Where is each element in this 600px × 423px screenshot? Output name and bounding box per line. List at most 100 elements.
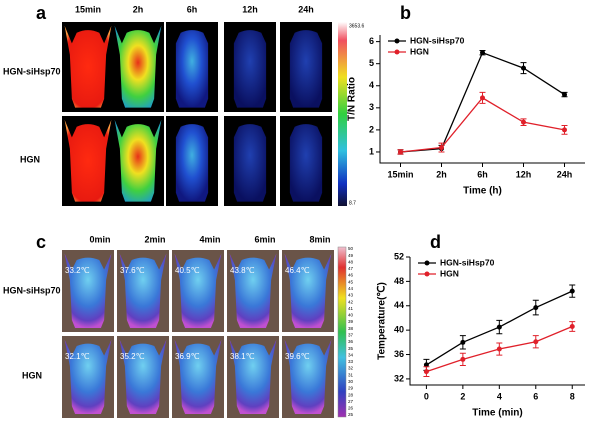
colorbar-tick-label: 50 <box>348 246 354 251</box>
mouse <box>229 253 277 328</box>
colorbar-tick-label: 44 <box>348 286 354 291</box>
colorbar-tick-label: 31 <box>348 372 354 377</box>
y-tick-label: 32 <box>394 373 404 383</box>
mouse <box>64 253 112 328</box>
y-tick-label: 2 <box>369 124 374 134</box>
temperature-label: 38.1℃ <box>230 352 255 361</box>
column-label: 4min <box>199 234 220 244</box>
column-label: 6h <box>187 4 198 14</box>
x-tick-label: 6 <box>533 391 538 401</box>
legend-label: HGN-siHsp70 <box>440 257 495 267</box>
colorbar-tick-label: 36 <box>348 339 354 344</box>
mouse <box>119 253 167 328</box>
column-label: 24h <box>298 4 314 14</box>
x-tick-label: 0 <box>424 391 429 401</box>
marker <box>533 305 539 311</box>
colorbar-tick-label: 29 <box>348 386 354 391</box>
marker <box>496 346 502 352</box>
mouse <box>174 253 222 328</box>
column-label: 15min <box>75 4 101 14</box>
y-tick-label: 36 <box>394 349 404 359</box>
legend-label: HGN <box>410 46 429 56</box>
colorbar-tick-label: 26 <box>348 406 354 411</box>
mouse <box>229 339 277 414</box>
mouse <box>284 253 332 328</box>
marker <box>480 95 485 101</box>
row-label: HGN-siHsp70 <box>3 66 61 76</box>
marker <box>423 362 429 368</box>
marker <box>569 323 575 329</box>
y-tick-label: 44 <box>394 300 404 310</box>
colorbar-tick-label: 35 <box>348 346 354 351</box>
legend-marker <box>424 260 430 266</box>
colorbar-tick-label: 32 <box>348 366 354 371</box>
marker <box>439 145 444 151</box>
x-axis-label: Time (min) <box>472 408 522 419</box>
temperature-label: 39.6℃ <box>285 352 310 361</box>
colorbar-tick-label: 33 <box>348 359 354 364</box>
mouse <box>289 124 323 202</box>
colorbar <box>338 22 347 206</box>
x-tick-label: 12h <box>516 169 532 179</box>
series-line <box>400 97 565 153</box>
y-tick-label: 6 <box>369 36 374 46</box>
mouse <box>175 124 209 202</box>
marker <box>521 119 526 125</box>
marker <box>521 65 526 71</box>
mouse <box>114 119 162 202</box>
marker <box>562 92 567 98</box>
mouse <box>114 25 162 108</box>
legend-marker <box>394 49 400 55</box>
marker <box>496 324 502 330</box>
colorbar-tick-label: 39 <box>348 319 354 324</box>
colorbar-tick-label: 47 <box>348 266 354 271</box>
y-axis-label: T/N Ratio <box>347 77 358 121</box>
column-label: 12h <box>242 4 258 14</box>
colorbar-tick-label: 41 <box>348 306 354 311</box>
colorbar-tick-label: 48 <box>348 259 354 264</box>
colorbar-tick-label: 27 <box>348 399 354 404</box>
marker <box>569 288 575 294</box>
colorbar-tick-label: 34 <box>348 352 354 357</box>
panel-label: b <box>400 3 411 23</box>
x-tick-label: 6h <box>477 169 488 179</box>
axis <box>409 257 585 386</box>
row-label: HGN <box>20 154 40 164</box>
colorbar-tick-label: 43 <box>348 293 354 298</box>
y-tick-label: 5 <box>369 58 374 68</box>
mouse <box>64 339 112 414</box>
axis <box>379 35 585 164</box>
column-label: 2min <box>144 234 165 244</box>
mouse <box>284 339 332 414</box>
column-label: 6min <box>254 234 275 244</box>
panel-label: a <box>36 3 47 23</box>
marker <box>480 50 485 56</box>
column-label: 0min <box>89 234 110 244</box>
temperature-label: 46.4℃ <box>285 266 310 275</box>
colorbar-tick-label: 28 <box>348 392 354 397</box>
y-tick-label: 1 <box>369 146 374 156</box>
colorbar-label: 3653.6 <box>349 23 365 29</box>
legend-marker <box>394 38 400 44</box>
colorbar-tick-label: 42 <box>348 299 354 304</box>
y-tick-label: 48 <box>394 276 404 286</box>
colorbar-tick-label: 49 <box>348 253 354 258</box>
panel-label: d <box>430 232 441 252</box>
colorbar <box>337 246 347 418</box>
y-tick-label: 4 <box>369 80 374 90</box>
legend-label: HGN <box>440 268 459 278</box>
colorbar-tick-label: 40 <box>348 313 354 318</box>
x-tick-label: 15min <box>387 169 413 179</box>
mouse <box>174 339 222 414</box>
temperature-label: 35.2℃ <box>120 352 145 361</box>
x-tick-label: 2h <box>436 169 447 179</box>
colorbar-tick-label: 45 <box>348 279 354 284</box>
marker <box>423 369 429 375</box>
mouse <box>233 30 267 108</box>
y-tick-label: 3 <box>369 102 374 112</box>
legend-label: HGN-siHsp70 <box>410 35 465 45</box>
legend-marker <box>424 271 430 277</box>
panel-label: c <box>36 232 46 252</box>
x-tick-label: 8 <box>570 391 575 401</box>
temperature-label: 33.2℃ <box>65 266 90 275</box>
